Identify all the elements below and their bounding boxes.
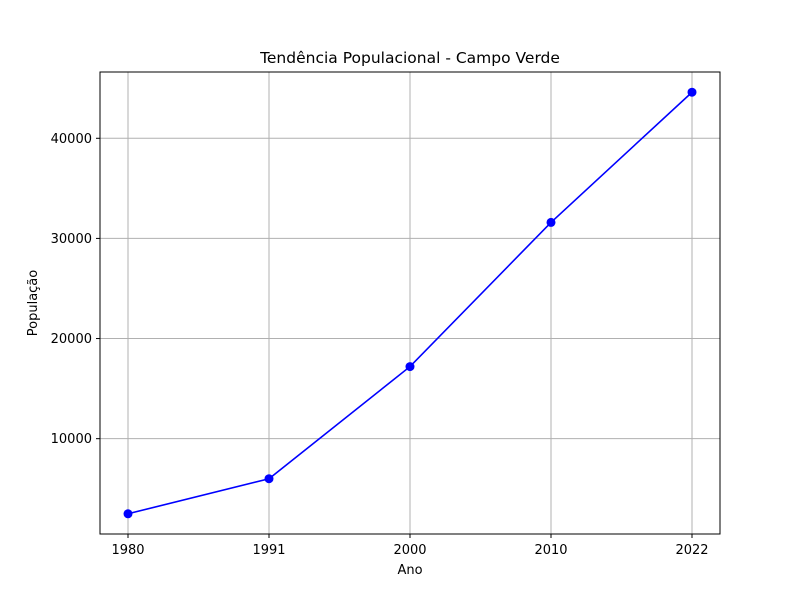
y-tick-label: 40000 bbox=[51, 132, 92, 147]
x-tick-label: 1980 bbox=[111, 543, 144, 558]
data-point bbox=[546, 217, 556, 227]
y-tick-label: 10000 bbox=[51, 432, 92, 447]
x-tick-label: 1991 bbox=[252, 543, 285, 558]
data-point bbox=[687, 87, 697, 97]
y-tick-label: 30000 bbox=[51, 232, 92, 247]
data-point bbox=[264, 474, 274, 484]
data-point bbox=[123, 509, 133, 519]
y-tick-label: 20000 bbox=[51, 332, 92, 347]
data-point bbox=[405, 362, 415, 372]
y-axis-label: População bbox=[26, 270, 41, 337]
x-axis-label: Ano bbox=[397, 563, 422, 578]
x-tick-label: 2000 bbox=[393, 543, 426, 558]
ticks: 1980 1991 2000 2010 2022 10000 20000 30000 40000 bbox=[51, 132, 709, 558]
grid bbox=[100, 72, 720, 534]
x-tick-label: 2022 bbox=[675, 543, 708, 558]
x-tick-label: 2010 bbox=[534, 543, 567, 558]
series-layer bbox=[123, 87, 697, 519]
chart-title: Tendência Populacional - Campo Verde bbox=[259, 49, 560, 67]
